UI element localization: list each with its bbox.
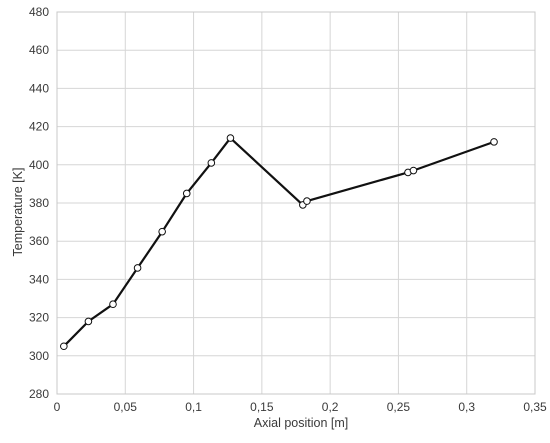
grid bbox=[56, 11, 536, 395]
y-tick-label: 440 bbox=[29, 81, 49, 95]
series-layer bbox=[60, 134, 498, 351]
x-tick-label: 0,05 bbox=[114, 400, 138, 414]
y-tick-label: 280 bbox=[29, 387, 49, 401]
data-point bbox=[158, 227, 166, 236]
data-point bbox=[133, 264, 142, 272]
plot-frame bbox=[56, 11, 536, 395]
data-point bbox=[303, 197, 311, 205]
y-tick-label: 420 bbox=[29, 120, 49, 134]
x-tick-label: 0,15 bbox=[250, 400, 274, 414]
data-point bbox=[60, 342, 68, 351]
x-tick-label: 0 bbox=[54, 400, 61, 414]
data-point bbox=[207, 159, 216, 167]
x-tick-label: 0,35 bbox=[523, 400, 547, 414]
y-axis-title: Temperature [K] bbox=[11, 168, 25, 257]
tick-labels: 0 0,05 0,1 0,15 0,2 0,25 0,3 0,35 280 300 320 340 36… bbox=[29, 5, 547, 414]
y-tick-label: 340 bbox=[29, 272, 49, 286]
y-tick-label: 480 bbox=[29, 5, 49, 19]
plot-border bbox=[56, 11, 536, 395]
data-point bbox=[182, 189, 191, 198]
series-line bbox=[63, 137, 495, 348]
data-point bbox=[409, 166, 418, 175]
data-point bbox=[490, 138, 498, 146]
x-tick-label: 0,2 bbox=[322, 400, 339, 414]
x-tick-label: 0,3 bbox=[458, 400, 475, 414]
x-tick-label: 0,1 bbox=[185, 400, 202, 414]
x-tick-label: 0,25 bbox=[387, 400, 411, 414]
x-axis-title: Axial position [m] bbox=[254, 416, 348, 430]
y-tick-label: 360 bbox=[29, 234, 49, 248]
y-tick-label: 320 bbox=[29, 311, 49, 325]
y-tick-label: 400 bbox=[29, 158, 49, 172]
y-tick-label: 300 bbox=[29, 349, 49, 363]
data-point bbox=[109, 300, 117, 309]
data-point bbox=[226, 134, 235, 142]
y-tick-label: 460 bbox=[29, 43, 49, 57]
data-point bbox=[84, 317, 93, 326]
y-tick-label: 380 bbox=[29, 196, 49, 210]
